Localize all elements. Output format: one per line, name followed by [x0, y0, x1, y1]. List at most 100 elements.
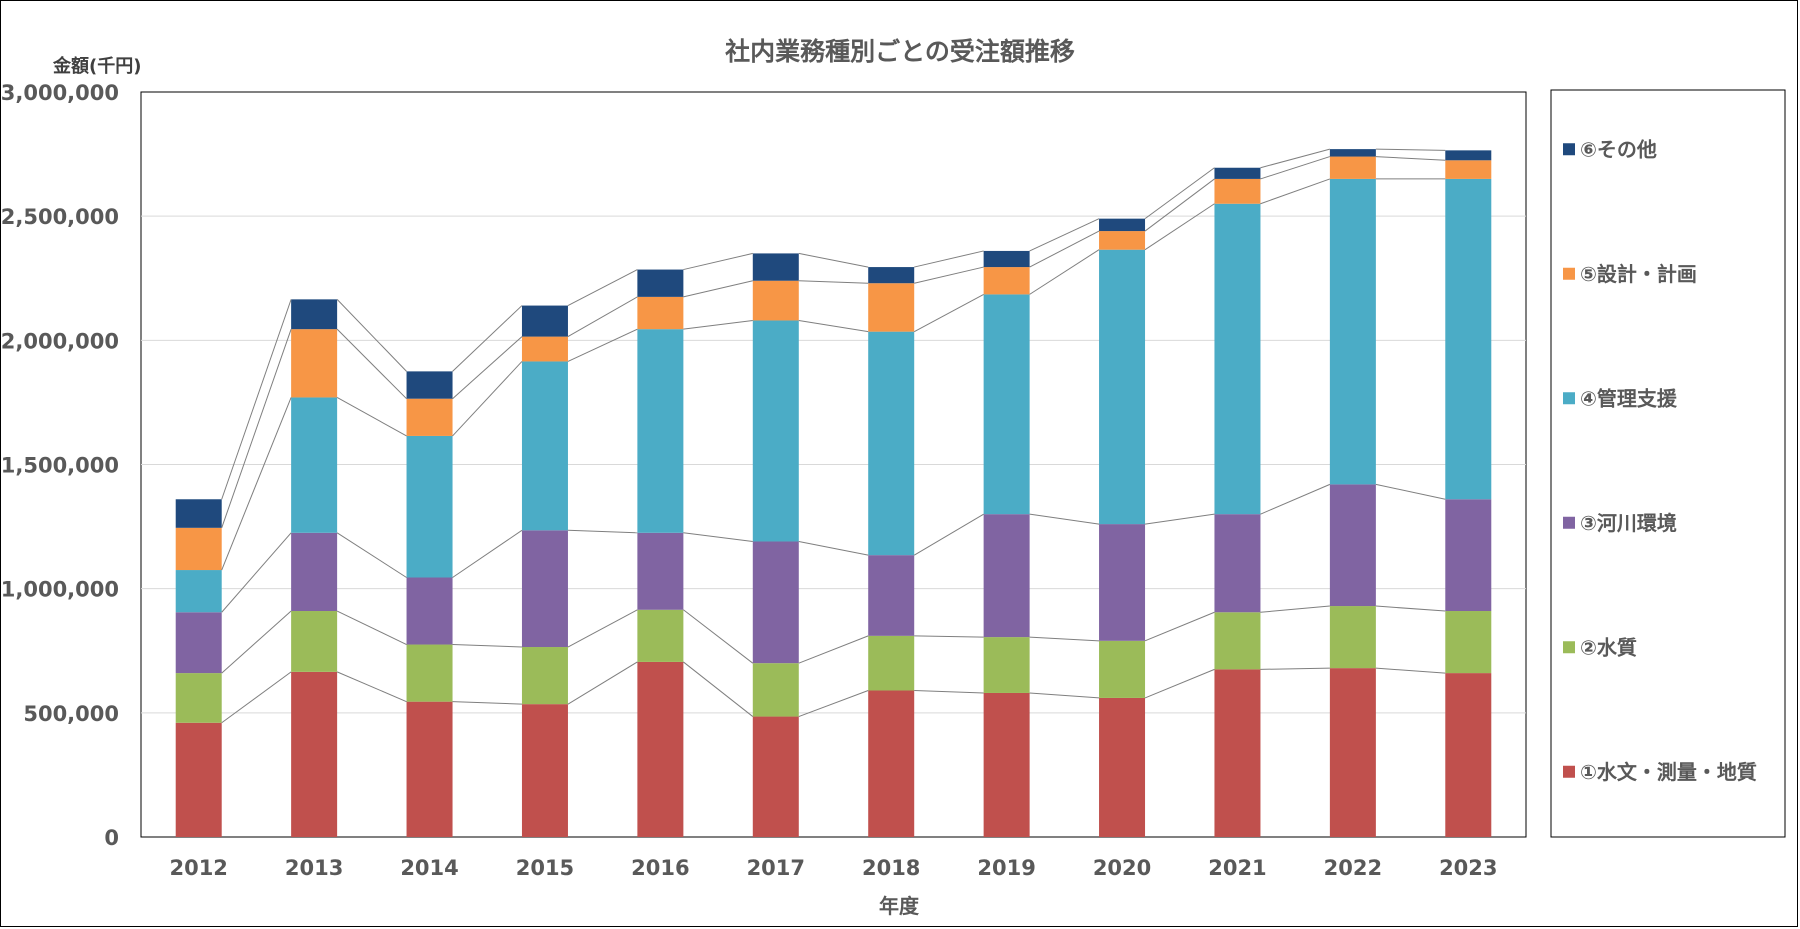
series-line	[1260, 178, 1331, 205]
series-line	[221, 532, 292, 613]
series-line	[914, 635, 984, 638]
x-tick-label: 2018	[862, 856, 920, 880]
gridlines	[141, 215, 1526, 714]
x-tick-label: 2015	[516, 856, 574, 880]
bar-segment	[983, 514, 1030, 638]
bar-segment	[521, 361, 568, 531]
bar-segment	[291, 671, 338, 837]
series-line	[798, 252, 869, 268]
bar-segment	[1329, 156, 1376, 179]
y-tick-label: 1,500,000	[1, 454, 119, 478]
bar-segment	[637, 609, 684, 662]
series-line	[1260, 667, 1330, 670]
series-line	[1029, 513, 1100, 525]
bar-segment	[868, 283, 915, 332]
bar-segment	[1099, 524, 1146, 641]
bar-segment	[175, 570, 222, 613]
legend-swatch	[1563, 765, 1575, 778]
y-tick-label: 2,000,000	[1, 329, 119, 353]
bar-segment	[406, 701, 453, 837]
bars	[175, 149, 1492, 837]
series-line	[683, 319, 753, 330]
series-line	[567, 328, 638, 362]
legend-label: ⑤設計・計画	[1580, 262, 1697, 286]
bar-segment	[291, 532, 338, 612]
series-line	[1260, 156, 1331, 180]
series-line	[1260, 483, 1331, 515]
series-line	[336, 299, 407, 372]
x-axis-title: 年度	[879, 894, 920, 918]
bar-segment	[752, 280, 799, 321]
bar-segment	[1214, 178, 1261, 204]
bar-segment	[175, 722, 222, 837]
bar-segment	[1445, 178, 1492, 500]
series-line	[1029, 692, 1100, 699]
legend-label: ①水文・測量・地質	[1580, 760, 1757, 784]
series-line	[221, 328, 292, 528]
bar-segment	[291, 611, 338, 672]
series-line	[914, 689, 984, 694]
series-line	[1144, 611, 1215, 642]
y-tick-label: 2,500,000	[1, 205, 119, 229]
x-tick-label: 2022	[1324, 856, 1382, 880]
series-line	[336, 671, 407, 703]
bar-segment	[868, 331, 915, 556]
bar-segment	[1445, 160, 1492, 179]
bar-segment	[637, 296, 684, 330]
series-line	[567, 269, 638, 307]
bar-segment	[637, 661, 684, 837]
series-line	[452, 644, 522, 648]
bar-segment	[752, 541, 799, 664]
bar-segment	[175, 527, 222, 571]
series-line	[798, 635, 869, 664]
series-line	[452, 336, 523, 400]
series-line	[683, 532, 753, 542]
series-line	[1260, 148, 1331, 169]
bar-segment	[1445, 150, 1492, 161]
bar-segment	[175, 673, 222, 723]
bar-segment	[1099, 697, 1146, 837]
x-tick-label: 2020	[1093, 856, 1151, 880]
series-line	[221, 671, 292, 724]
bar-segment	[752, 716, 799, 837]
x-tick-label: 2019	[977, 856, 1035, 880]
bar-segment	[1445, 499, 1492, 612]
bar-segment	[406, 371, 453, 399]
bar-segment	[868, 635, 915, 691]
series-line	[1375, 156, 1446, 161]
x-tick-labels: 2012 2013 2014 2015 2016 2017 2018 2019 2020 2021…	[169, 856, 1497, 880]
bar-segment	[521, 336, 568, 362]
series-line	[1375, 667, 1446, 674]
x-tick-label: 2023	[1439, 856, 1497, 880]
bar-segment	[752, 663, 799, 717]
bar-segment	[291, 329, 338, 398]
series-line	[567, 529, 638, 534]
series-line	[798, 690, 869, 718]
x-tick-label: 2017	[747, 856, 805, 880]
series-line	[913, 513, 984, 556]
bar-segment	[752, 253, 799, 281]
legend-label: ⑥その他	[1580, 137, 1657, 161]
legend-label: ④管理支援	[1580, 386, 1678, 410]
bar-segment	[406, 398, 453, 436]
bar-segment	[1329, 606, 1376, 669]
legend-label: ③河川環境	[1580, 511, 1677, 535]
bar-segment	[983, 250, 1030, 268]
legend: ⑥その他 ⑤設計・計画 ④管理支援 ③河川環境 ②水質 ①水文・測量・地質	[1563, 137, 1757, 784]
bar-segment	[291, 299, 338, 330]
series-line	[452, 361, 523, 437]
bar-segment	[406, 644, 453, 702]
legend-swatch	[1563, 516, 1575, 529]
bar-segment	[175, 612, 222, 674]
legend-swatch	[1563, 641, 1575, 654]
bar-segment	[1099, 231, 1146, 250]
bar-segment	[291, 397, 338, 533]
legend-swatch	[1563, 392, 1575, 405]
bar-segment	[1099, 249, 1146, 525]
bar-segment	[868, 267, 915, 284]
series-line	[1260, 605, 1330, 613]
bar-segment	[1099, 640, 1146, 698]
series-line	[914, 266, 984, 284]
